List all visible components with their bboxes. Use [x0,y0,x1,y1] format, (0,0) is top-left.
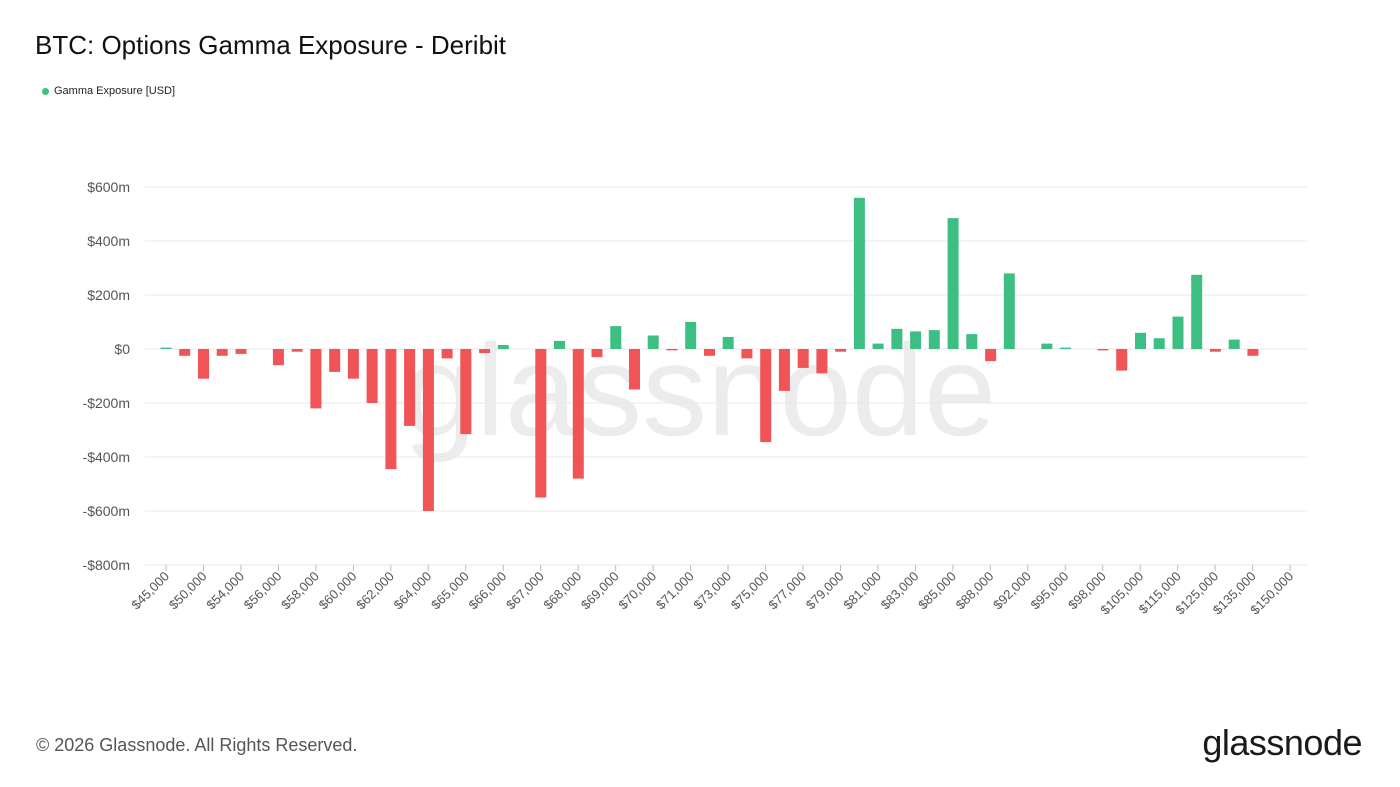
copyright-text: © 2026 Glassnode. All Rights Reserved. [36,735,358,755]
bar[interactable] [704,349,715,356]
bar[interactable] [629,349,640,390]
bar[interactable] [610,326,622,349]
bar[interactable] [928,330,940,349]
bar[interactable] [235,349,247,354]
x-tick-label: $54,000 [203,569,247,613]
x-axis: $45,000$50,000$54,000$56,000$58,000$60,0… [128,565,1296,617]
y-tick-label: -$200m [83,395,130,411]
legend-label: Gamma Exposure [USD] [54,85,176,97]
bar[interactable] [647,335,659,350]
chart-title: BTC: Options Gamma Exposure - Deribit [35,30,507,60]
x-tick-label: $62,000 [353,569,397,613]
x-tick-label: $64,000 [391,569,435,613]
bar[interactable] [1247,349,1259,356]
bar[interactable] [947,218,959,349]
x-tick-label: $88,000 [953,569,997,613]
x-tick-label: $95,000 [1028,569,1072,613]
bar[interactable] [479,349,491,354]
x-tick-label: $50,000 [166,569,210,613]
bar[interactable] [1153,338,1165,349]
bar[interactable] [198,349,209,379]
bar[interactable] [741,349,753,359]
x-tick-label: $70,000 [615,569,659,613]
y-tick-label: $200m [87,287,130,303]
bar[interactable] [778,349,790,391]
y-tick-label: $400m [87,233,130,249]
bar[interactable] [760,349,772,443]
bar[interactable] [422,349,434,511]
bar[interactable] [910,331,922,349]
bar[interactable] [666,349,678,351]
glassnode-logo[interactable]: glassnode [1202,722,1362,763]
bar[interactable] [160,347,172,349]
x-tick-label: $92,000 [990,569,1034,613]
bars [160,197,1259,511]
bar[interactable] [366,349,378,403]
x-tick-label: $83,000 [878,569,922,613]
bar[interactable] [1172,316,1184,349]
x-tick-label: $79,000 [803,569,847,613]
x-tick-label: $58,000 [278,569,322,613]
y-tick-label: -$600m [83,503,130,519]
x-tick-label: $69,000 [578,569,622,613]
x-tick-label: $81,000 [840,569,884,613]
bar[interactable] [1228,339,1240,349]
x-tick-label: $85,000 [915,569,959,613]
bar[interactable] [797,349,809,368]
y-tick-label: -$400m [83,449,130,465]
bar[interactable] [835,349,847,352]
bar[interactable] [872,343,884,349]
y-axis: $600m $400m $200m $0 -$200m -$400m -$600m -$800… [83,179,131,573]
x-tick-label: $67,000 [503,569,547,613]
x-tick-label: $65,000 [428,569,472,613]
bar[interactable] [347,349,359,379]
watermark: glassnode [404,317,997,463]
bar[interactable] [404,349,416,426]
y-tick-label: -$800m [83,557,130,573]
bar[interactable] [722,336,734,349]
bar[interactable] [1003,273,1015,349]
x-tick-label: $75,000 [728,569,772,613]
bar[interactable] [1135,332,1146,349]
y-tick-label: $0 [114,341,130,357]
chart-legend[interactable]: Gamma Exposure [USD] [42,85,175,97]
x-tick-label: $77,000 [765,569,809,613]
bar[interactable] [816,349,828,374]
x-tick-label: $68,000 [540,569,584,613]
bar[interactable] [554,340,565,349]
bar[interactable] [966,334,978,349]
bar[interactable] [272,349,284,366]
legend-dot-icon [42,87,49,95]
x-tick-label: $71,000 [653,569,697,613]
bar[interactable] [1209,349,1221,352]
bar[interactable] [291,349,303,352]
bar[interactable] [1041,343,1053,349]
x-tick-label: $73,000 [690,569,734,613]
bar[interactable] [1060,347,1071,349]
bar[interactable] [216,349,228,356]
x-tick-label: $60,000 [316,569,360,613]
bar[interactable] [385,349,397,470]
bar[interactable] [591,349,603,358]
bar[interactable] [310,349,322,409]
x-tick-label: $56,000 [241,569,285,613]
bar[interactable] [685,322,697,349]
bar[interactable] [179,349,191,356]
bar[interactable] [329,349,341,372]
x-tick-label: $66,000 [466,569,510,613]
y-tick-label: $600m [87,179,130,195]
bar[interactable] [441,349,453,359]
bar[interactable] [1116,349,1128,371]
bar[interactable] [535,349,547,498]
bar[interactable] [497,345,509,349]
x-tick-label: $45,000 [128,569,172,613]
bar[interactable] [985,349,997,362]
bar[interactable] [460,349,472,435]
bar[interactable] [1191,274,1203,350]
bar[interactable] [1097,349,1109,351]
bar[interactable] [572,349,584,479]
bar[interactable] [853,197,865,349]
bar[interactable] [891,328,903,350]
